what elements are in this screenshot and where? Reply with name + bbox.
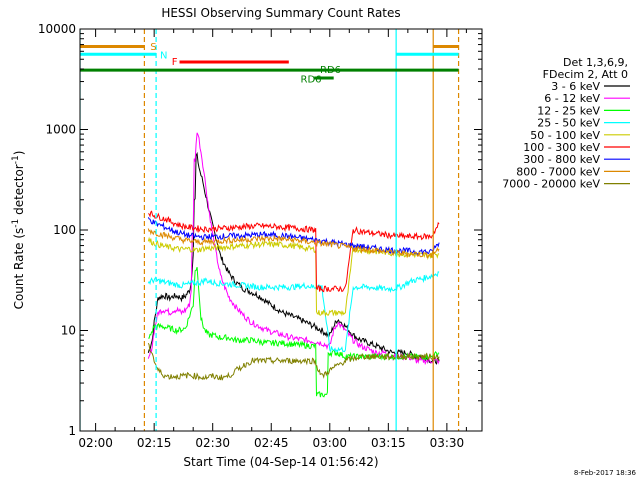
chart-title: HESSI Observing Summary Count Rates	[161, 6, 400, 20]
legend-header-line: FDecim 2, Att 0	[543, 68, 628, 81]
series-line	[147, 228, 440, 259]
y-tick-label: 100	[53, 223, 76, 237]
legend-entry-label: 100 - 300 keV	[523, 141, 600, 154]
y-axis: 1 10 100 1000 10000	[38, 22, 482, 438]
x-tick-label: 03:15	[371, 436, 406, 450]
plot-frame	[79, 28, 483, 432]
legend-entry-label: 25 - 50 keV	[537, 117, 600, 130]
series-line	[147, 271, 440, 354]
legend-entry-label: 12 - 25 keV	[537, 104, 600, 117]
y-axis-label-exponent: -1	[11, 155, 21, 164]
y-axis-label: Count Rate (s-1 detector-1)	[11, 151, 26, 310]
x-tick-label: 02:30	[195, 436, 230, 450]
y-tick-label: 10000	[38, 22, 76, 36]
legend-entry-label: 50 - 100 keV	[530, 129, 600, 142]
x-axis: 02:00 02:15 02:30 02:45 03:00 03:15 03:30	[78, 29, 467, 450]
y-axis-label-part: detector	[12, 164, 26, 219]
x-tick-label: 02:00	[78, 436, 113, 450]
legend-entry-label: 3 - 6 keV	[551, 80, 600, 93]
x-axis-label: Start Time (04-Sep-14 01:56:42)	[183, 455, 378, 469]
x-tick-label: 02:45	[254, 436, 289, 450]
legend-entry-label: 7000 - 20000 keV	[502, 178, 600, 191]
series-line	[147, 236, 440, 317]
x-tick-label: 03:00	[312, 436, 347, 450]
flag-label: F	[172, 57, 178, 68]
series-line	[148, 210, 440, 293]
flag-label: S	[150, 42, 156, 53]
flag-label: RD6	[301, 75, 322, 86]
y-tick-label: 1000	[45, 123, 76, 137]
y-tick-label: 10	[61, 324, 76, 338]
y-axis-label-exponent: -1	[11, 219, 21, 228]
x-tick-label: 03:30	[430, 436, 465, 450]
series-line	[147, 342, 440, 381]
flag-label: N	[160, 50, 167, 61]
y-axis-label-part: )	[12, 151, 26, 156]
y-axis-label-part: Count Rate (s	[12, 228, 26, 310]
legend-entry-label: 800 - 7000 keV	[516, 165, 600, 178]
legend-entry-label: 6 - 12 keV	[544, 92, 600, 105]
timestamp: 8-Feb-2017 18:36	[574, 469, 637, 477]
y-tick-label: 1	[68, 424, 76, 438]
legend-header-line: Det 1,3,6,9,	[563, 56, 628, 69]
legend: Det 1,3,6,9, FDecim 2, Att 0 3 - 6 keV6 …	[502, 56, 630, 191]
flag-label: RD6	[320, 65, 341, 76]
legend-entry-label: 300 - 800 keV	[523, 153, 600, 166]
x-tick-label: 02:15	[137, 436, 172, 450]
